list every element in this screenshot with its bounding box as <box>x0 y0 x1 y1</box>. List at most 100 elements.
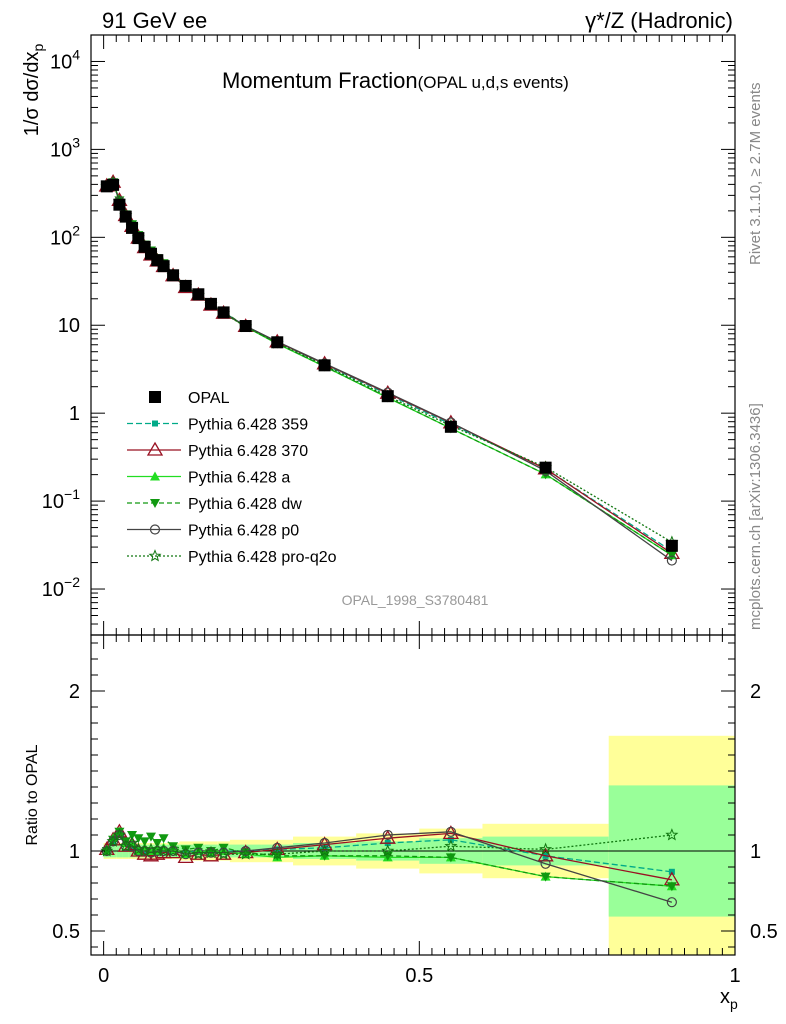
main-y-tick-base-1: 10 <box>42 491 64 513</box>
ratio-marker-series-5-4 <box>125 836 139 849</box>
main-line-series-3 <box>106 181 673 556</box>
data-point-9 <box>157 260 170 273</box>
data-point-14 <box>217 306 230 319</box>
ratio-marker-series-4-19 <box>445 826 456 837</box>
main-y-tick-label-2: 1 <box>69 403 80 425</box>
ratio-marker-series-5-6 <box>138 844 152 857</box>
legend-marker-1 <box>146 441 164 456</box>
data-point-15 <box>239 320 252 333</box>
ratio-marker-series-5-20 <box>539 842 553 855</box>
main-y-tick-label-0: 10−2 <box>42 574 80 601</box>
ratio-marker-series-4-20 <box>540 858 551 869</box>
main-y-tick-exp-0: −2 <box>64 574 80 590</box>
chart-subtitle: (OPAL u,d,s events) <box>418 73 569 92</box>
ratio-marker-series-3-7 <box>145 832 156 842</box>
ratio-marker-series-5-14 <box>217 847 231 860</box>
main-y-tick-base-5: 10 <box>50 139 72 161</box>
main-y-tick-label-3: 10 <box>58 315 80 337</box>
ratio-marker-series-5-2 <box>112 828 126 841</box>
data-point-2 <box>113 198 126 211</box>
ratio-series-lines <box>98 823 680 908</box>
ratio-marker-series-5-1 <box>106 834 120 847</box>
x-tick-label-1: 0.5 <box>405 965 433 987</box>
ratio-marker-series-5-11 <box>179 845 193 859</box>
ratio-marker-series-3-6 <box>139 837 150 847</box>
y-axis-label-main: 1/σ dσ/dxp <box>21 44 46 137</box>
legend-label-data: OPAL <box>188 390 230 407</box>
analysis-id: OPAL_1998_S3780481 <box>342 592 489 608</box>
data-point-10 <box>167 269 180 282</box>
legend-marker-4 <box>149 524 161 535</box>
ratio-marker-series-0-4 <box>129 844 136 851</box>
ratio-marker-series-5-21 <box>665 828 679 841</box>
legend-marker-0 <box>152 420 158 427</box>
ratio-marker-series-1-2 <box>111 823 128 838</box>
legend-label-2: Pythia 6.428 a <box>188 470 290 487</box>
main-series-lines <box>98 173 680 566</box>
main-y-tick-label-5: 103 <box>50 134 80 161</box>
data-point-13 <box>204 297 217 310</box>
ratio-marker-series-4-16 <box>272 842 283 853</box>
main-line-series-5 <box>106 181 673 543</box>
mcplots-label: mcplots.cern.ch [arXiv:1306.3436] <box>747 403 764 630</box>
legend-label-0: Pythia 6.428 359 <box>188 417 308 434</box>
ratio-y-tick-label-1: 1 <box>69 841 80 863</box>
main-y-tick-exp-1: −1 <box>64 486 80 502</box>
main-frame <box>90 34 736 636</box>
legend-label-4: Pythia 6.428 p0 <box>188 523 299 540</box>
data-point-16 <box>271 336 284 349</box>
legend-marker-2 <box>150 471 160 481</box>
ratio-y-tick-label-right-0: 0.5 <box>750 921 778 943</box>
main-y-tick-base-4: 10 <box>50 227 72 249</box>
ratio-marker-series-5-18 <box>381 844 395 857</box>
legend-label-3: Pythia 6.428 dw <box>188 496 302 513</box>
main-y-tick-base-2: 1 <box>69 403 80 425</box>
ratio-y-tick-label-right-2: 2 <box>750 681 761 703</box>
ratio-marker-series-4-11 <box>180 849 191 860</box>
ratio-marker-series-5-0 <box>100 844 114 857</box>
legend-label-5: Pythia 6.428 pro-q2o <box>188 549 337 566</box>
data-point-20 <box>539 461 552 474</box>
data-point-12 <box>192 288 205 301</box>
ratio-marker-series-1-20 <box>537 847 554 862</box>
legend-marker-5 <box>148 549 162 562</box>
legend-label-1: Pythia 6.428 370 <box>188 443 308 460</box>
ratio-marker-series-3-9 <box>158 834 169 844</box>
ratio-marker-series-5-13 <box>204 845 218 859</box>
ratio-marker-series-4-5 <box>133 845 144 857</box>
ratio-marker-series-5-5 <box>131 842 145 855</box>
ratio-marker-series-4-4 <box>126 841 138 852</box>
x-tick-label-2: 1 <box>729 965 740 987</box>
chart-title-main: Momentum Fraction <box>222 68 418 93</box>
rivet-label: Rivet 3.1.10, ≥ 2.7M events <box>747 83 764 266</box>
x-tick-label-0: 0 <box>98 965 109 987</box>
main-y-tick-base-3: 10 <box>58 315 80 337</box>
data-point-17 <box>318 359 331 372</box>
ratio-marker-series-5-17 <box>318 844 332 857</box>
ratio-marker-series-4-21 <box>666 897 677 908</box>
main-y-tick-base-6: 10 <box>50 51 72 73</box>
main-data-points <box>100 178 678 552</box>
data-point-11 <box>179 279 192 292</box>
ratio-y-tick-label-0: 0.5 <box>52 921 80 943</box>
main-y-tick-exp-4: 2 <box>72 222 80 238</box>
main-y-tick-exp-5: 3 <box>72 134 80 150</box>
legend-marker-3 <box>150 499 160 508</box>
header-right: γ*/Z (Hadronic) <box>585 8 733 33</box>
data-point-19 <box>444 420 457 433</box>
ratio-marker-series-3-4 <box>127 831 138 840</box>
ratio-marker-series-5-12 <box>191 847 205 860</box>
ratio-marker-series-4-17 <box>319 837 330 849</box>
ratio-marker-series-5-15 <box>239 847 253 860</box>
data-point-21 <box>665 539 678 552</box>
chart-title: Momentum Fraction(OPAL u,d,s events) <box>222 68 569 93</box>
ratio-line-series-3 <box>106 830 672 887</box>
ratio-marker-series-3-2 <box>114 827 125 837</box>
data-point-18 <box>381 390 394 403</box>
ratio-frame <box>90 634 736 956</box>
ratio-line-series-0 <box>106 834 672 873</box>
data-point-4 <box>126 221 139 234</box>
x-axis-label: xp <box>720 986 738 1012</box>
